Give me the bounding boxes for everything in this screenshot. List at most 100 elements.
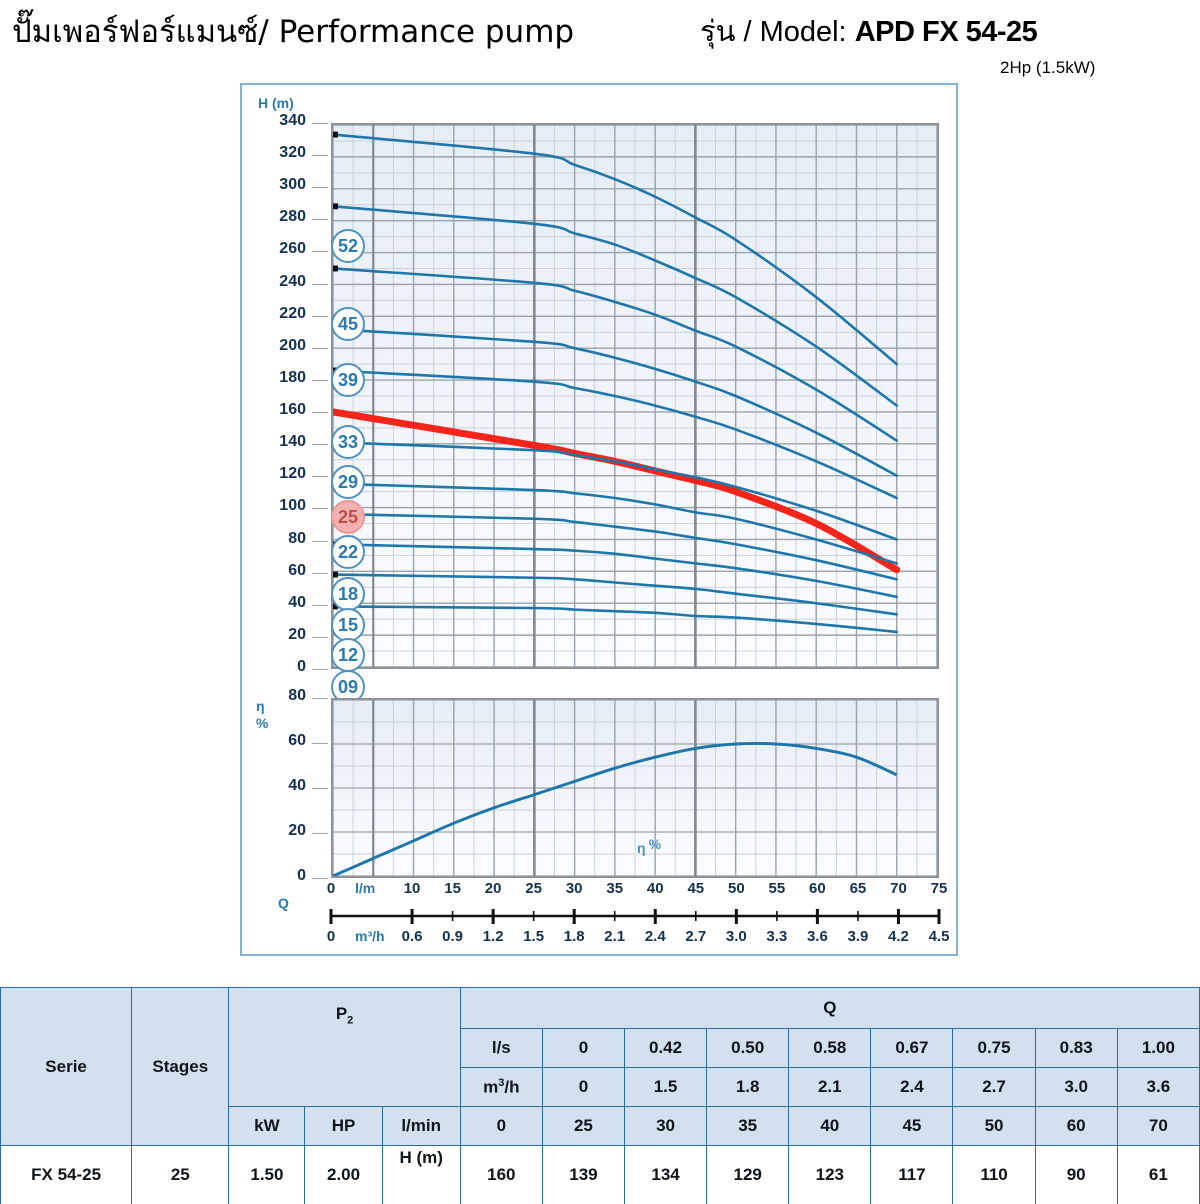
xtick-m3h-1.2: 1.2 xyxy=(470,928,516,945)
head-ytick-320: 320 xyxy=(260,144,306,162)
cell-stages: 25 xyxy=(132,1146,229,1204)
cell-head-1: 139 xyxy=(542,1146,624,1204)
head-ytick-280: 280 xyxy=(260,208,306,226)
col-p2-header: P2 xyxy=(229,988,460,1107)
curve-start-marker xyxy=(333,132,338,138)
eta-ytick-mark xyxy=(312,788,328,789)
table-header-row-1: Serie Stages P2 Q xyxy=(1,988,1200,1029)
eta-ytick-mark xyxy=(312,743,328,744)
stage-badge-12[interactable]: 12 xyxy=(331,638,365,672)
head-ytick-160: 160 xyxy=(260,401,306,419)
unit-lmin-header: l/min xyxy=(382,1107,460,1146)
col-serie-header: Serie xyxy=(1,988,132,1146)
head-ytick-mark xyxy=(312,412,328,413)
cell-head-0: 160 xyxy=(460,1146,542,1204)
xtick-lmin-65: 65 xyxy=(835,880,881,897)
unit-m3h-header: m3/h xyxy=(460,1068,542,1107)
unit-m3h-label: m³/h xyxy=(355,928,385,944)
head-ytick-220: 220 xyxy=(260,305,306,323)
head-ytick-mark xyxy=(312,187,328,188)
head-ytick-mark xyxy=(312,348,328,349)
xtick-m3h-3.6: 3.6 xyxy=(794,928,840,945)
q-m3h-3: 2.1 xyxy=(789,1068,871,1107)
xtick-m3h-2.1: 2.1 xyxy=(592,928,638,945)
head-ytick-300: 300 xyxy=(260,176,306,194)
head-ytick-0: 0 xyxy=(260,658,306,676)
m3h-superscript: 3 xyxy=(498,1077,504,1089)
xtick-lmin-55: 55 xyxy=(754,880,800,897)
xtick-lmin-30: 30 xyxy=(551,880,597,897)
q-m3h-2: 1.8 xyxy=(707,1068,789,1107)
head-ytick-180: 180 xyxy=(260,369,306,387)
q-ls-5: 0.75 xyxy=(953,1029,1035,1068)
stage-badge-52[interactable]: 52 xyxy=(331,229,365,263)
stage-badge-18[interactable]: 18 xyxy=(331,577,365,611)
eta-ytick-60: 60 xyxy=(260,732,306,750)
xtick-m3h-0.9: 0.9 xyxy=(430,928,476,945)
unit-lmin-label: l/m xyxy=(355,880,375,896)
head-ytick-mark xyxy=(312,155,328,156)
xtick-m3h-3.0: 3.0 xyxy=(713,928,759,945)
head-ytick-mark xyxy=(312,669,328,670)
head-ytick-140: 140 xyxy=(260,433,306,451)
q-ls-0: 0 xyxy=(542,1029,624,1068)
eta-ytick-mark xyxy=(312,698,328,699)
col-q-header: Q xyxy=(460,988,1199,1029)
q-ls-7: 1.00 xyxy=(1117,1029,1199,1068)
xtick-m3h-2.4: 2.4 xyxy=(632,928,678,945)
xtick-m3h-1.8: 1.8 xyxy=(551,928,597,945)
cell-hp: 2.00 xyxy=(305,1146,382,1204)
cell-head-8: 61 xyxy=(1117,1146,1199,1204)
xtick-lmin-60: 60 xyxy=(794,880,840,897)
q-ls-2: 0.50 xyxy=(707,1029,789,1068)
stage-badge-25[interactable]: 25 xyxy=(331,500,365,534)
efficiency-plot-area xyxy=(331,698,939,878)
curve-start-marker xyxy=(333,203,338,209)
model-line: รุ่น / Model: APD FX 54-25 xyxy=(700,8,1037,54)
stage-badge-39[interactable]: 39 xyxy=(331,363,365,397)
q-ls-6: 0.83 xyxy=(1035,1029,1117,1068)
xtick-lmin-25: 25 xyxy=(511,880,557,897)
stage-badge-29[interactable]: 29 xyxy=(331,465,365,499)
cell-head-4: 123 xyxy=(789,1146,871,1204)
head-ytick-120: 120 xyxy=(260,465,306,483)
q-ls-3: 0.58 xyxy=(789,1029,871,1068)
q-lmin-3: 35 xyxy=(707,1107,789,1146)
xtick-lmin-40: 40 xyxy=(632,880,678,897)
page-header: ปั๊มเพอร์ฟอร์แมนซ์/ Performance pump รุ่… xyxy=(0,0,1200,80)
stage-badge-22[interactable]: 22 xyxy=(331,535,365,569)
head-ytick-40: 40 xyxy=(260,594,306,612)
stage-badge-15[interactable]: 15 xyxy=(331,608,365,642)
stage-badge-45[interactable]: 45 xyxy=(331,307,365,341)
model-label: รุ่น / Model: xyxy=(700,16,847,48)
head-plot-area xyxy=(331,123,939,669)
cell-head-5: 117 xyxy=(871,1146,953,1204)
cell-kw: 1.50 xyxy=(229,1146,305,1204)
head-ytick-mark xyxy=(312,476,328,477)
xtick-lmin-45: 45 xyxy=(673,880,719,897)
head-ytick-mark xyxy=(312,444,328,445)
q-m3h-7: 3.6 xyxy=(1117,1068,1199,1107)
efficiency-curve-label: η% xyxy=(637,840,664,858)
head-ytick-100: 100 xyxy=(260,497,306,515)
cell-head-7: 90 xyxy=(1035,1146,1117,1204)
head-ytick-mark xyxy=(312,284,328,285)
xtick-lmin-20: 20 xyxy=(470,880,516,897)
page-title: ปั๊มเพอร์ฟอร์แมนซ์/ Performance pump xyxy=(12,6,574,56)
q-m3h-0: 0 xyxy=(542,1068,624,1107)
stage-badge-33[interactable]: 33 xyxy=(331,425,365,459)
q-ls-4: 0.67 xyxy=(871,1029,953,1068)
q-m3h-6: 3.0 xyxy=(1035,1068,1117,1107)
q-lmin-0: 0 xyxy=(460,1107,542,1146)
head-ytick-mark xyxy=(312,219,328,220)
xtick-m3h-3.9: 3.9 xyxy=(835,928,881,945)
cell-head-6: 110 xyxy=(953,1146,1035,1204)
q-m3h-1: 1.5 xyxy=(624,1068,706,1107)
xtick-m3h-0.6: 0.6 xyxy=(389,928,435,945)
eta-ytick-20: 20 xyxy=(260,822,306,840)
unit-ls-header: l/s xyxy=(460,1029,542,1068)
xtick-lmin-70: 70 xyxy=(875,880,921,897)
unit-kw-header: kW xyxy=(229,1107,305,1146)
xtick-m3h-4.2: 4.2 xyxy=(875,928,921,945)
